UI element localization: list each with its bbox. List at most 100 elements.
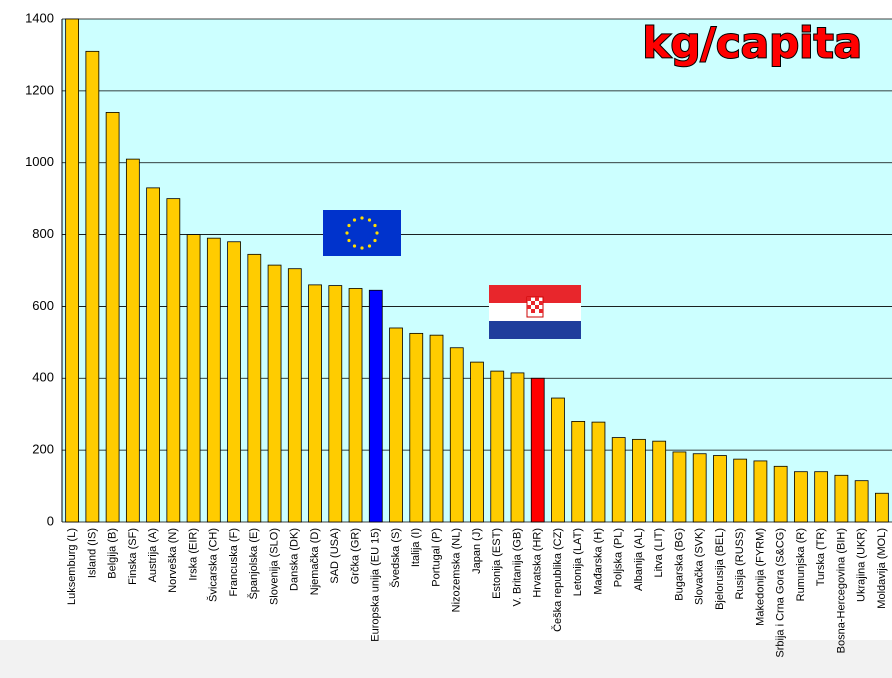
eu-flag xyxy=(323,210,401,256)
star xyxy=(367,244,372,248)
star xyxy=(345,231,349,235)
x-tick-label: V. Britanija (GB) xyxy=(511,528,523,606)
bar xyxy=(389,327,403,523)
bar xyxy=(105,112,120,523)
bar xyxy=(328,285,343,523)
bar xyxy=(65,18,80,523)
star xyxy=(373,238,377,243)
x-tick-label: Italija (I) xyxy=(410,528,422,567)
x-tick-label: Češka republika (CZ) xyxy=(551,528,564,632)
x-tick-label: Litva (LIT) xyxy=(653,528,665,578)
bar xyxy=(794,471,808,523)
x-tick-label: Grčka (GR) xyxy=(349,528,361,584)
x-tick-label: Belgija (B) xyxy=(107,528,119,579)
x-tick-label: Srbija i Crna Gora (S&CG) xyxy=(775,528,787,658)
bar xyxy=(652,440,667,523)
x-tick-label: Albanija (AL) xyxy=(633,528,645,591)
bar xyxy=(287,268,302,523)
x-tick-label: Bugarska (BG) xyxy=(673,528,685,601)
bar xyxy=(146,187,160,523)
star xyxy=(367,218,372,222)
bar xyxy=(449,347,464,523)
bar xyxy=(368,289,383,523)
bar xyxy=(85,50,100,523)
x-tick-label: Turska (TR) xyxy=(815,528,827,586)
bar xyxy=(308,284,322,523)
star xyxy=(347,238,351,243)
star xyxy=(373,223,377,228)
bar xyxy=(875,492,889,523)
x-tick-label: Poljska (PL) xyxy=(613,528,625,587)
bar xyxy=(206,237,221,523)
x-tick-label: Njemačka (D) xyxy=(309,528,321,595)
bar xyxy=(490,370,505,523)
bar xyxy=(551,397,565,523)
bar xyxy=(470,361,484,523)
bar xyxy=(834,474,849,523)
x-tick-label: Finska (SF) xyxy=(127,528,139,585)
star xyxy=(360,246,364,250)
x-tick-label: Austrija (A) xyxy=(147,528,159,582)
x-tick-label: Slovačka (SVK) xyxy=(694,528,706,605)
bar xyxy=(571,420,586,523)
x-tick-label: Rumunjska (R) xyxy=(795,528,807,601)
x-tick-label: Norveška (N) xyxy=(167,528,179,593)
y-tick-label: 1000 xyxy=(25,154,54,169)
bar xyxy=(814,471,829,523)
bar xyxy=(530,377,545,523)
bottom-strip xyxy=(0,640,892,678)
x-tick-label: Španjolska (E) xyxy=(247,528,260,600)
bar xyxy=(632,438,646,523)
y-tick-label: 600 xyxy=(32,298,54,313)
bar xyxy=(713,455,727,523)
x-tick-label: Bjelorusija (BEL) xyxy=(714,528,726,610)
x-tick-label: Slovenija (SLO) xyxy=(268,528,280,605)
bar xyxy=(166,198,181,523)
x-tick-label: Švedska (S) xyxy=(389,528,402,588)
x-tick-label: Makedonija (FYRM) xyxy=(754,528,766,626)
x-tick-label: Francuska (F) xyxy=(228,528,240,596)
x-tick-label: Moldavija (MOL) xyxy=(876,528,888,609)
croatia-flag xyxy=(489,285,581,339)
chart-title: kg/capita xyxy=(643,19,862,68)
bar xyxy=(672,451,687,523)
x-tick-label: Švicarska (CH) xyxy=(207,528,220,602)
bar xyxy=(409,332,424,523)
star xyxy=(375,231,379,235)
x-tick-label: Hrvatska (HR) xyxy=(532,528,544,598)
bar xyxy=(125,158,140,523)
bar xyxy=(692,453,707,523)
y-tick-label: 1200 xyxy=(25,82,54,97)
bar xyxy=(348,288,363,523)
bar xyxy=(267,264,282,523)
x-tick-label: SAD (USA) xyxy=(329,528,341,584)
x-tick-label: Danska (DK) xyxy=(289,528,301,591)
bar xyxy=(611,437,626,523)
x-tick-label: Mađarska (H) xyxy=(592,528,604,595)
x-tick-label: Portugal (P) xyxy=(430,528,442,587)
bar xyxy=(510,372,525,523)
star xyxy=(352,244,357,248)
star xyxy=(352,218,357,222)
x-tick-label: Rusija (RUSS) xyxy=(734,528,746,600)
bars xyxy=(65,18,889,523)
x-tick-label: Japan (J) xyxy=(471,528,483,574)
star xyxy=(347,223,351,228)
y-tick-label: 1400 xyxy=(25,10,54,25)
x-tick-label: Bosna-Hercegovina (BIH) xyxy=(835,528,847,653)
y-tick-label: 0 xyxy=(47,513,54,528)
x-tick-label: Irska (EIR) xyxy=(187,528,199,581)
x-tick-label: Nizozemska (NL) xyxy=(451,528,463,612)
y-tick-label: 200 xyxy=(32,442,54,457)
x-tick-label: Europska unija (EU 15) xyxy=(370,528,382,642)
bar xyxy=(186,234,201,523)
bar xyxy=(247,253,262,523)
bar xyxy=(429,334,444,523)
bar xyxy=(753,460,768,523)
y-tick-label: 800 xyxy=(32,226,54,241)
x-tick-label: Luksemburg (L) xyxy=(66,528,78,605)
bar xyxy=(854,480,869,523)
bar xyxy=(773,465,788,523)
